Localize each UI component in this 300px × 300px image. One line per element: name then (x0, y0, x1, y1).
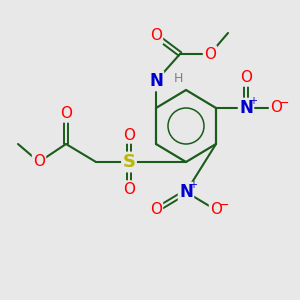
Text: O: O (150, 28, 162, 44)
Text: +: + (190, 179, 197, 190)
Text: +: + (250, 95, 257, 106)
Text: O: O (123, 182, 135, 196)
Text: N: N (179, 183, 193, 201)
Text: −: − (278, 97, 289, 110)
Text: N: N (149, 72, 163, 90)
Text: O: O (33, 154, 45, 169)
Text: H: H (174, 71, 183, 85)
Text: O: O (240, 70, 252, 86)
Text: O: O (123, 128, 135, 142)
Text: O: O (204, 46, 216, 62)
Text: O: O (210, 202, 222, 217)
Text: N: N (239, 99, 253, 117)
Text: O: O (60, 106, 72, 122)
Text: −: − (218, 199, 229, 212)
Text: O: O (150, 202, 162, 217)
Text: O: O (270, 100, 282, 116)
Text: S: S (122, 153, 136, 171)
